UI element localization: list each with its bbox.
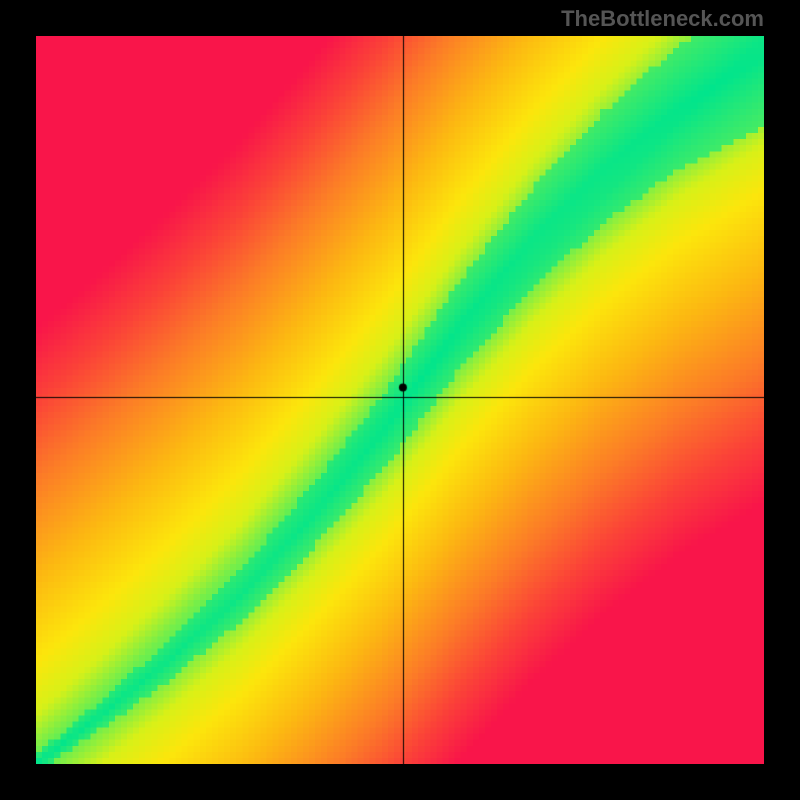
crosshair-overlay [36,36,764,764]
chart-container: { "watermark": { "text": "TheBottleneck.… [0,0,800,800]
watermark-text: TheBottleneck.com [561,6,764,32]
